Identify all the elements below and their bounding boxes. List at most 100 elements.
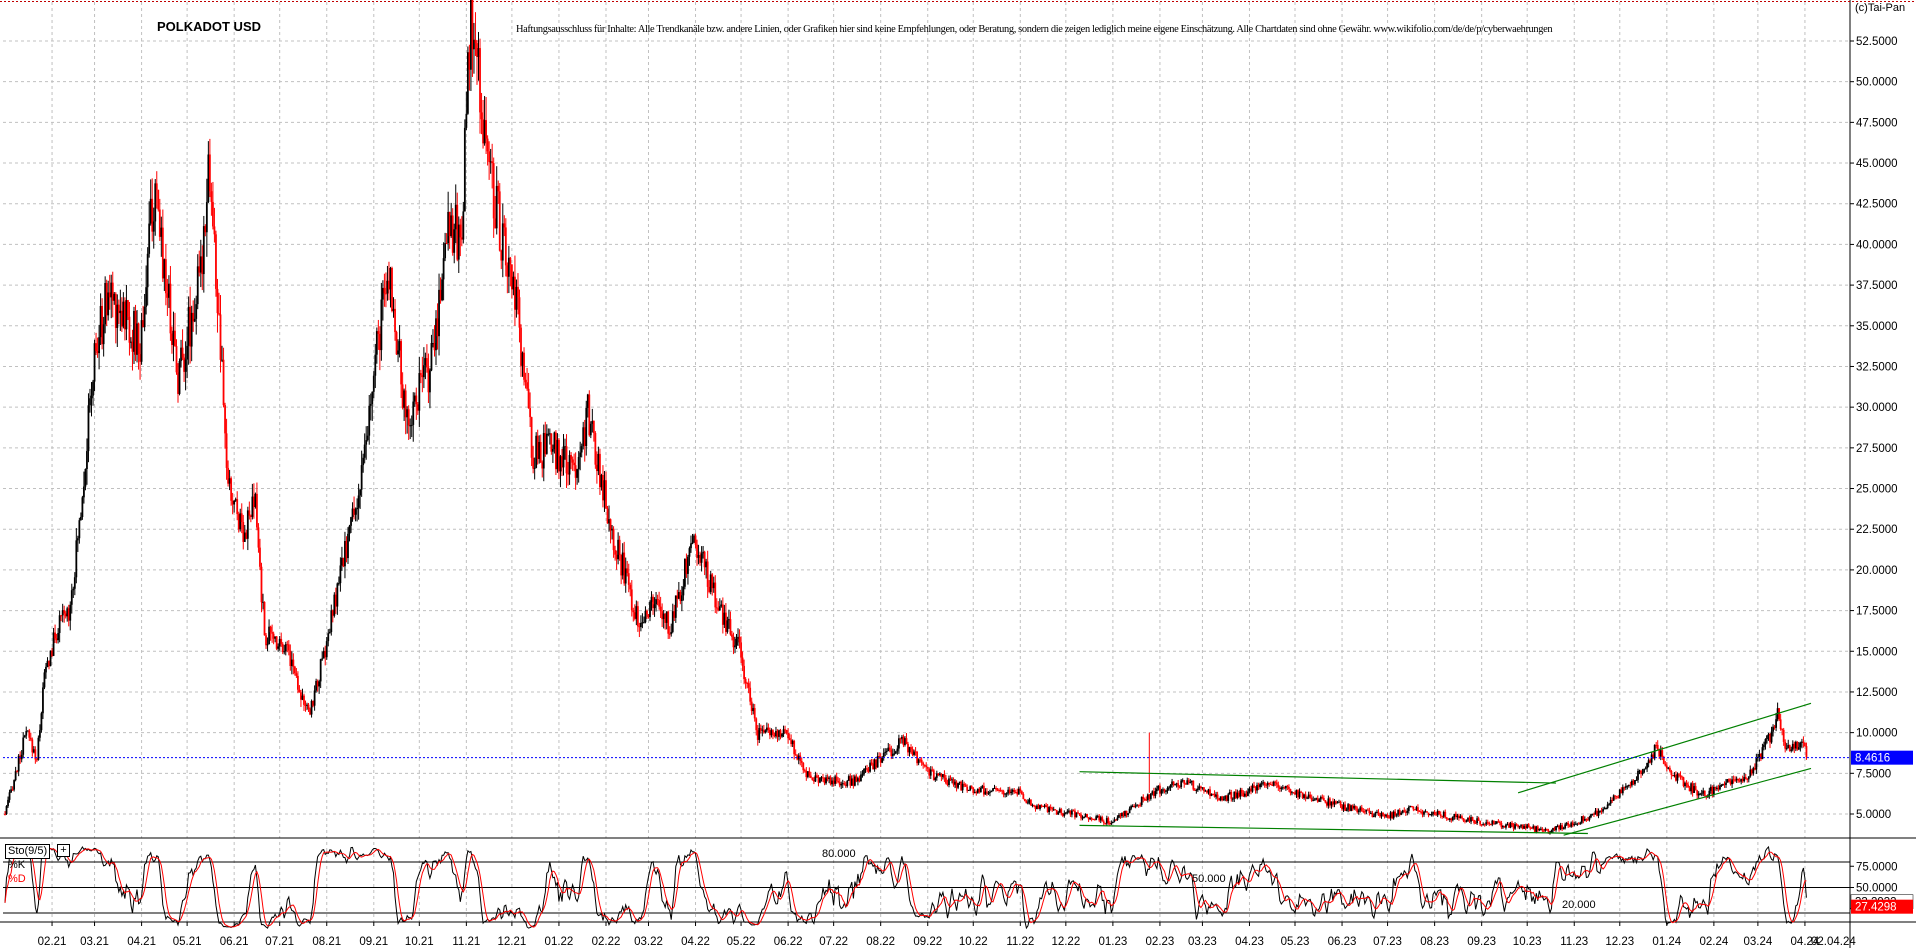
candle-body xyxy=(1761,747,1764,760)
candle-body xyxy=(20,754,23,760)
candle-body xyxy=(1074,810,1076,818)
candle-body xyxy=(1539,828,1542,830)
candle-body xyxy=(1435,814,1438,816)
candle-body xyxy=(896,748,899,752)
candle-body xyxy=(300,692,302,700)
candle-body xyxy=(221,359,223,361)
candle-body xyxy=(1005,793,1008,795)
candle-body xyxy=(401,384,404,408)
candle-body xyxy=(1553,828,1556,831)
indicator-name-label[interactable]: Sto(9/5) xyxy=(5,844,51,859)
candle-body xyxy=(600,475,603,488)
candle-body xyxy=(1291,792,1293,794)
candle-body xyxy=(1735,778,1738,781)
candle-body xyxy=(1764,739,1767,745)
candle-body xyxy=(1738,780,1741,782)
candle-body xyxy=(175,346,178,373)
candle-body xyxy=(539,441,542,463)
candle-body xyxy=(890,749,893,756)
candle-body xyxy=(1300,791,1302,793)
candle-body xyxy=(1441,815,1444,817)
date-tick-label: 02.21 xyxy=(38,936,67,948)
candle-body xyxy=(1726,779,1729,783)
candle-body xyxy=(1468,817,1471,822)
candle-body xyxy=(146,253,149,288)
candle-body xyxy=(1090,818,1093,820)
candle-body xyxy=(1775,719,1777,728)
candle-body xyxy=(1448,818,1451,820)
candle-body xyxy=(1369,812,1372,814)
candle-body xyxy=(298,689,301,693)
candle-body xyxy=(770,730,773,736)
candle-body xyxy=(1107,818,1110,824)
candle-body xyxy=(1637,770,1639,780)
date-tick-label: 08.22 xyxy=(866,936,895,948)
candle-body xyxy=(1127,813,1129,815)
candle-body xyxy=(1558,825,1560,830)
candle-body xyxy=(86,451,88,469)
candle-body xyxy=(705,561,708,568)
candle-body xyxy=(1491,820,1494,825)
candle-body xyxy=(612,528,615,551)
candle-body xyxy=(547,433,550,435)
add-indicator-button[interactable]: + xyxy=(57,844,70,857)
candle-body xyxy=(556,439,559,470)
candle-body xyxy=(735,638,738,646)
candle-body xyxy=(190,312,193,347)
candle-body xyxy=(1143,799,1146,801)
candle-body xyxy=(1257,784,1260,788)
candle-body xyxy=(246,510,249,539)
candle-body xyxy=(1439,814,1442,816)
candle-body xyxy=(66,608,69,617)
candle-body xyxy=(1488,822,1491,825)
candle-body xyxy=(1608,803,1611,805)
candle-body xyxy=(265,635,267,646)
candle-body xyxy=(318,681,321,687)
candle-body xyxy=(787,732,790,739)
candle-body xyxy=(1233,791,1236,799)
candle-body xyxy=(1699,793,1702,795)
candle-body xyxy=(1154,791,1157,796)
candle-body xyxy=(715,607,718,609)
candle-body xyxy=(357,495,360,508)
candle-body xyxy=(43,672,46,688)
candle-body xyxy=(1011,789,1014,792)
candle-body xyxy=(894,751,897,754)
candle-body xyxy=(679,592,682,601)
candle-body xyxy=(1515,823,1518,825)
candle-body xyxy=(13,780,16,790)
candle-body xyxy=(1330,801,1333,806)
candle-body xyxy=(960,781,963,791)
candle-body xyxy=(973,792,976,794)
candle-body xyxy=(954,781,956,785)
candle-body xyxy=(671,611,674,632)
candle-body xyxy=(1597,811,1600,816)
candle-body xyxy=(1236,792,1239,798)
candle-body xyxy=(545,433,548,454)
candle-body xyxy=(439,289,442,301)
candle-body xyxy=(714,582,717,608)
candle-body xyxy=(1142,796,1145,800)
candle-body xyxy=(161,227,164,279)
candle-body xyxy=(1678,774,1680,776)
candle-body xyxy=(398,341,401,351)
candle-body xyxy=(164,259,167,294)
candle-body xyxy=(602,475,604,501)
candle-body xyxy=(814,775,817,782)
candle-body xyxy=(550,433,553,452)
candle-body xyxy=(512,276,515,290)
candle-body xyxy=(1788,745,1791,751)
candle-body xyxy=(668,633,671,635)
candle-body xyxy=(797,755,800,760)
candle-body xyxy=(151,198,154,232)
candle-body xyxy=(721,604,724,625)
candle-body xyxy=(1514,823,1516,829)
candle-body xyxy=(504,227,507,266)
candle-body xyxy=(462,211,465,240)
candle-body xyxy=(327,633,330,642)
candle-body xyxy=(1207,789,1210,793)
candle-body xyxy=(1312,799,1315,801)
candle-body xyxy=(456,204,459,260)
candle-body xyxy=(1165,790,1167,792)
